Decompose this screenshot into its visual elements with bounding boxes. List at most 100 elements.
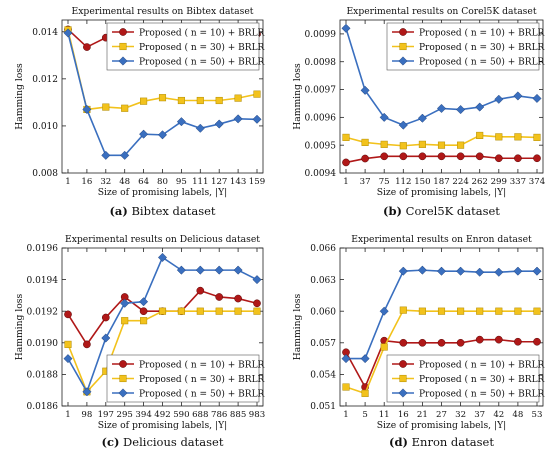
- caption-label: (a): [109, 204, 127, 218]
- data-point: [233, 114, 243, 124]
- data-point: [234, 307, 242, 315]
- data-point: [513, 266, 523, 276]
- data-point: [437, 152, 446, 161]
- x-tick-label: 16: [81, 177, 92, 187]
- x-tick-label: 262: [471, 177, 487, 187]
- x-tick-label: 21: [417, 410, 428, 420]
- legend-marker: [119, 374, 127, 383]
- y-tick-label: 0.0095: [305, 141, 337, 151]
- data-point: [101, 150, 111, 160]
- data-point: [476, 307, 484, 315]
- x-tick-label: 11: [379, 410, 390, 420]
- chart-panel: Experimental results on Corel5K dataset 0…: [292, 6, 546, 198]
- data-point: [361, 154, 369, 163]
- data-point: [195, 123, 205, 133]
- data-point: [514, 307, 522, 315]
- x-tick-label: 394: [135, 410, 152, 420]
- x-tick-label: 64: [138, 177, 149, 187]
- legend-marker: [119, 28, 127, 36]
- data-point: [399, 338, 408, 347]
- data-point: [533, 154, 541, 163]
- data-point: [157, 130, 168, 140]
- y-tick-label: 0.066: [310, 244, 336, 254]
- data-point: [533, 133, 541, 141]
- data-point: [140, 317, 148, 325]
- data-point: [399, 142, 407, 150]
- data-point: [139, 297, 149, 307]
- y-tick-label: 0.0099: [305, 30, 337, 40]
- data-point: [214, 265, 224, 275]
- legend-marker: [398, 388, 408, 398]
- legend: Proposed ( n = 10) + BRLR Proposed ( n = …: [106, 22, 265, 71]
- data-point: [380, 140, 388, 148]
- x-tick-label: 983: [249, 410, 265, 420]
- legend-label: Proposed ( n = 50) + BRLR: [139, 388, 265, 399]
- legend-marker: [119, 42, 127, 51]
- legend-marker: [398, 56, 408, 66]
- legend: Proposed ( n = 10) + BRLR Proposed ( n = …: [386, 354, 545, 403]
- caption-label: (b): [383, 204, 402, 218]
- chart-title: Experimental results on Corel5K dataset: [346, 6, 536, 17]
- data-point: [532, 266, 542, 276]
- x-tick-label: 337: [510, 177, 526, 187]
- data-point: [398, 120, 408, 130]
- x-tick-label: 80: [157, 177, 168, 187]
- x-tick-label: 299: [491, 177, 507, 187]
- x-tick-label: 224: [452, 177, 469, 187]
- chart-title: Experimental results on Enron dataset: [351, 234, 532, 245]
- data-point: [176, 265, 186, 275]
- x-tick-label: 1: [343, 177, 348, 187]
- data-point: [214, 119, 224, 129]
- data-point: [475, 102, 485, 112]
- x-tick-label: 37: [360, 177, 371, 187]
- data-point: [437, 338, 446, 347]
- y-tick-label: 0.0192: [27, 307, 59, 317]
- data-point: [158, 307, 167, 315]
- y-tick-label: 0.008: [32, 169, 58, 179]
- legend: Proposed ( n = 10) + BRLR Proposed ( n = …: [106, 354, 265, 403]
- y-tick-label: 0.014: [32, 28, 58, 38]
- data-point: [176, 117, 186, 127]
- data-point: [64, 340, 72, 348]
- y-tick-label: 0.057: [310, 339, 336, 349]
- x-tick-label: 48: [119, 177, 130, 187]
- legend-label: Proposed ( n = 50) + BRLR: [419, 56, 545, 67]
- data-point: [177, 307, 185, 315]
- data-point: [456, 152, 465, 161]
- data-point: [196, 96, 204, 105]
- data-point: [361, 138, 369, 146]
- caption-label: (d): [389, 435, 408, 449]
- legend-label: Proposed ( n = 30) + BRLR: [419, 42, 545, 53]
- y-axis-label: Hamming loss: [14, 293, 25, 360]
- x-tick-label: 295: [116, 410, 132, 420]
- x-tick-label: 197: [98, 410, 114, 420]
- data-point: [437, 307, 446, 315]
- data-point: [196, 286, 205, 295]
- legend: Proposed ( n = 10) + BRLR Proposed ( n = …: [386, 22, 545, 71]
- x-tick-label: 75: [379, 177, 390, 187]
- y-tick-label: 0.063: [310, 276, 336, 286]
- legend-label: Proposed ( n = 50) + BRLR: [419, 388, 545, 399]
- x-axis-label: Size of promising labels, |Y|: [377, 187, 507, 198]
- data-point: [360, 354, 370, 364]
- data-point: [196, 307, 204, 315]
- caption-text: Enron dataset: [408, 435, 494, 449]
- x-axis-label: Size of promising labels, |Y|: [98, 420, 228, 431]
- legend-marker: [399, 374, 407, 383]
- x-tick-label: 159: [249, 177, 265, 187]
- data-point: [475, 152, 484, 161]
- data-point: [101, 313, 110, 322]
- data-point: [514, 154, 522, 163]
- legend-marker: [119, 360, 127, 368]
- x-tick-label: 590: [173, 410, 189, 420]
- data-point: [64, 310, 72, 319]
- y-tick-label: 0.0188: [27, 371, 59, 381]
- data-point: [513, 91, 523, 101]
- data-point: [215, 293, 224, 301]
- data-point: [140, 97, 148, 105]
- caption-label: (c): [102, 435, 120, 449]
- legend-marker: [399, 360, 407, 368]
- data-point: [158, 94, 167, 102]
- x-tick-label: 1: [65, 410, 70, 420]
